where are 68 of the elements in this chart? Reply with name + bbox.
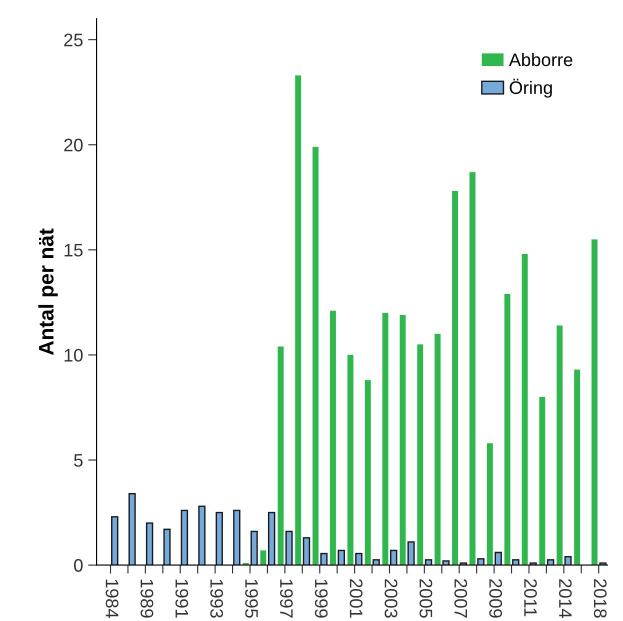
x-tick-label: 2003 [384, 579, 398, 618]
bar [592, 239, 598, 566]
bar [442, 560, 450, 566]
bar [285, 530, 293, 566]
x-tick-label: 2007 [454, 579, 468, 618]
x-tick-label: 2011 [524, 579, 537, 616]
bar [233, 510, 240, 566]
bar [372, 559, 380, 566]
bar [494, 552, 502, 566]
bar [216, 512, 223, 566]
bar [486, 443, 493, 566]
legend-label: Öring [510, 78, 552, 98]
bar [355, 552, 362, 566]
bar [452, 190, 458, 566]
bar [347, 354, 354, 566]
bar [198, 506, 206, 566]
bar [512, 559, 520, 566]
bar [539, 396, 546, 566]
y-tick-label: 5 [74, 454, 83, 467]
bar [546, 559, 554, 566]
bar [330, 310, 336, 566]
y-tick-label: 20 [64, 138, 83, 152]
legend-label: Abborre [508, 52, 572, 66]
x-tick-label: 2009 [489, 579, 502, 618]
y-tick-label: 25 [64, 34, 83, 46]
bar [338, 550, 346, 566]
bar [302, 537, 310, 566]
bar [504, 294, 510, 566]
x-tick-label: 1995 [245, 580, 258, 618]
bar [295, 75, 302, 566]
y-axis-title: Antal per nät [38, 228, 58, 356]
bar [250, 530, 258, 566]
bar [522, 254, 528, 566]
x-tick-label: 1989 [140, 580, 154, 618]
bar [556, 326, 563, 566]
bar [470, 172, 476, 566]
bar [268, 512, 276, 566]
bar [128, 492, 136, 566]
x-tick-label: 2005 [420, 579, 432, 618]
bar [312, 146, 319, 566]
x-tick-label: 1997 [280, 580, 293, 618]
bar [434, 334, 441, 566]
x-tick-label: 2014 [558, 579, 572, 618]
bar [382, 312, 388, 566]
bar [163, 528, 171, 566]
bar [390, 550, 398, 566]
bar [574, 370, 580, 566]
x-tick-label: 1993 [210, 580, 224, 618]
x-tick-label: 1999 [314, 580, 328, 618]
y-tick-label: 15 [64, 244, 83, 257]
bar [364, 380, 371, 566]
x-tick-label: 1991 [175, 580, 188, 618]
bar [400, 314, 406, 566]
y-tick-label: 10 [64, 348, 83, 362]
x-tick-label: 2018 [594, 579, 607, 618]
bar [407, 541, 415, 566]
bar [477, 558, 484, 566]
y-tick-label: 0 [74, 559, 83, 572]
x-tick-label: 2001 [350, 579, 363, 618]
bar [424, 559, 432, 566]
bar [146, 522, 154, 566]
bar [278, 346, 284, 566]
bar [564, 556, 572, 566]
bar [111, 516, 118, 566]
bar [417, 344, 424, 566]
bar [320, 552, 328, 566]
bar [180, 510, 188, 566]
x-tick-label: 1984 [106, 580, 118, 618]
